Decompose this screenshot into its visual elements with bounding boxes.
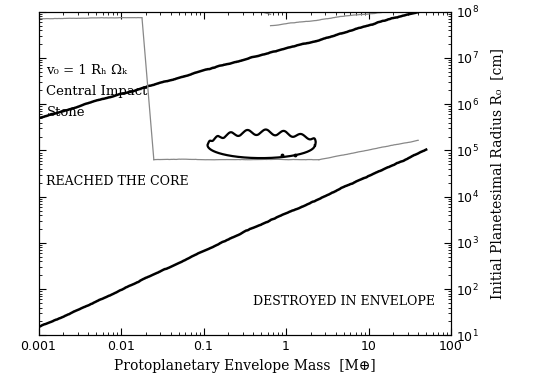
Text: REACHED THE CORE: REACHED THE CORE [47, 175, 189, 188]
Text: Central Impact: Central Impact [47, 85, 148, 98]
Text: Stone: Stone [47, 106, 85, 119]
Text: DESTROYED IN ENVELOPE: DESTROYED IN ENVELOPE [253, 295, 435, 308]
X-axis label: Protoplanetary Envelope Mass  [M⊕]: Protoplanetary Envelope Mass [M⊕] [114, 359, 376, 373]
Y-axis label: Initial Planetesimal Radius R₀  [cm]: Initial Planetesimal Radius R₀ [cm] [490, 48, 504, 299]
Text: v₀ = 1 Rₕ Ωₖ: v₀ = 1 Rₕ Ωₖ [47, 64, 128, 77]
